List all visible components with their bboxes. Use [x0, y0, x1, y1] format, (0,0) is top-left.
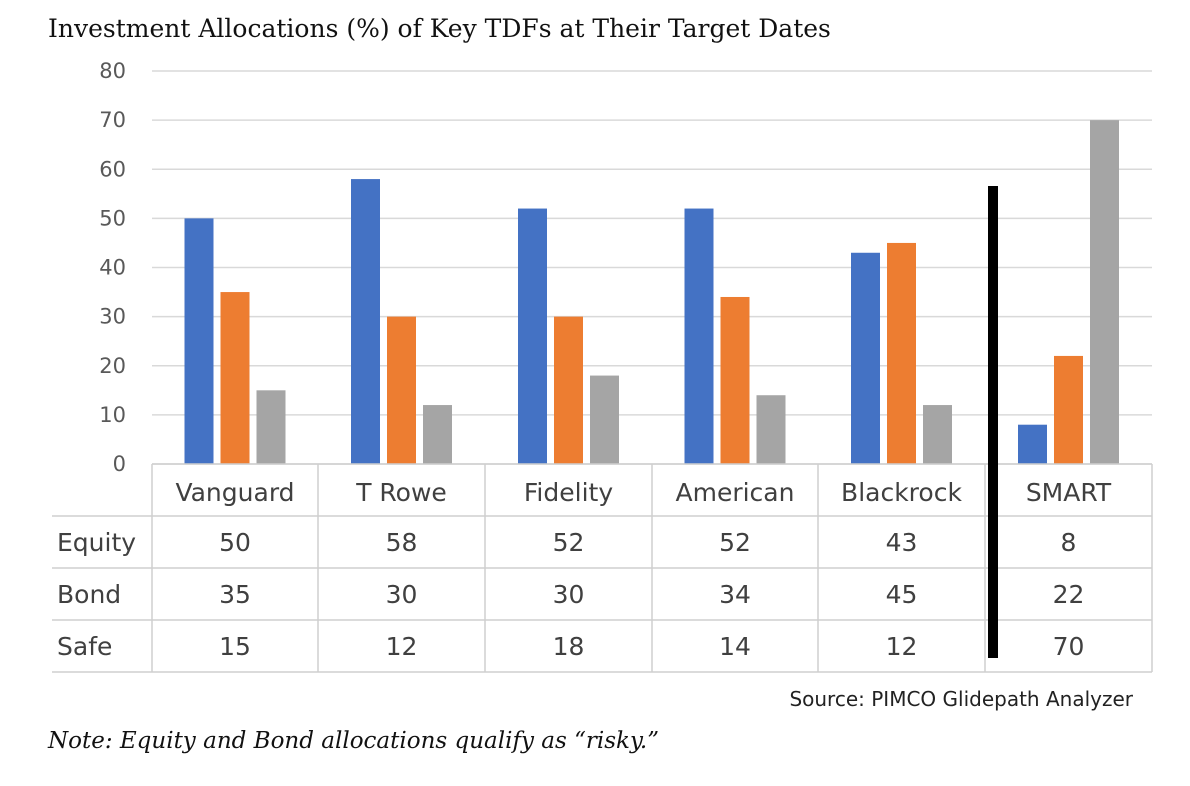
smart-divider-line: [988, 186, 998, 658]
bar-equity-fidelity: [518, 208, 547, 464]
category-label: American: [676, 478, 795, 507]
data-label: 15: [219, 632, 251, 661]
y-tick-label: 0: [113, 452, 126, 476]
category-label: T Rowe: [355, 478, 447, 507]
data-label: 34: [719, 580, 751, 609]
series-label-bond: Bond: [57, 580, 121, 609]
y-tick-label: 10: [99, 403, 126, 427]
bar-bond-smart: [1054, 355, 1083, 464]
bar-safe-vanguard: [256, 390, 286, 464]
bar-bond-blackrock: [887, 242, 916, 464]
bar-bond-fidelity: [554, 316, 583, 464]
y-tick-label: 80: [99, 59, 126, 83]
bar-equity-smart: [1018, 424, 1047, 464]
y-tick-label: 40: [99, 256, 126, 280]
series-label-equity: Equity: [57, 528, 136, 557]
data-label: 35: [219, 580, 251, 609]
bar-equity-american: [684, 208, 714, 464]
chart-title: Investment Allocations (%) of Key TDFs a…: [48, 14, 831, 43]
bar-bond-vanguard: [220, 292, 250, 464]
y-tick-label: 30: [99, 305, 126, 329]
data-label: 45: [886, 580, 918, 609]
category-label: Vanguard: [175, 478, 294, 507]
data-label: 52: [719, 528, 751, 557]
bar-safe-american: [756, 395, 786, 464]
y-tick-label: 70: [99, 108, 126, 132]
bar-bond-t-rowe: [387, 316, 416, 464]
data-label: 12: [386, 632, 418, 661]
category-label: SMART: [1026, 478, 1112, 507]
data-label: 43: [886, 528, 918, 557]
source-label: Source: PIMCO Glidepath Analyzer: [789, 687, 1133, 711]
data-label: 8: [1061, 528, 1077, 557]
data-label: 18: [553, 632, 585, 661]
bar-bond-american: [720, 296, 750, 464]
data-label: 12: [886, 632, 918, 661]
data-label: 22: [1053, 580, 1085, 609]
data-label: 30: [386, 580, 418, 609]
y-tick-label: 20: [99, 354, 126, 378]
footnote: Note: Equity and Bond allocations qualif…: [48, 728, 659, 754]
y-tick-label: 50: [99, 206, 126, 230]
data-label: 50: [219, 528, 251, 557]
series-label-safe: Safe: [57, 632, 112, 661]
bar-equity-t-rowe: [351, 179, 380, 464]
data-table: Vanguard T Rowe Fidelity American Blackrock S…: [52, 463, 1153, 673]
data-label: 30: [553, 580, 585, 609]
category-label: Blackrock: [841, 478, 962, 507]
bar-equity-blackrock: [851, 252, 880, 464]
y-axis-tick-labels: 80 70 60 50 40 30 20 10 0: [99, 59, 126, 476]
data-label: 70: [1053, 632, 1085, 661]
bars: [184, 120, 1119, 464]
bar-equity-vanguard: [184, 218, 214, 464]
y-tick-label: 60: [99, 157, 126, 181]
data-label: 52: [553, 528, 585, 557]
bar-safe-smart: [1090, 120, 1119, 464]
bar-safe-fidelity: [590, 375, 619, 464]
bar-safe-t-rowe: [423, 405, 452, 464]
gridlines: [152, 70, 1152, 465]
data-label: 58: [386, 528, 418, 557]
category-label: Fidelity: [524, 478, 613, 507]
data-label: 14: [719, 632, 751, 661]
bar-safe-blackrock: [923, 405, 952, 464]
